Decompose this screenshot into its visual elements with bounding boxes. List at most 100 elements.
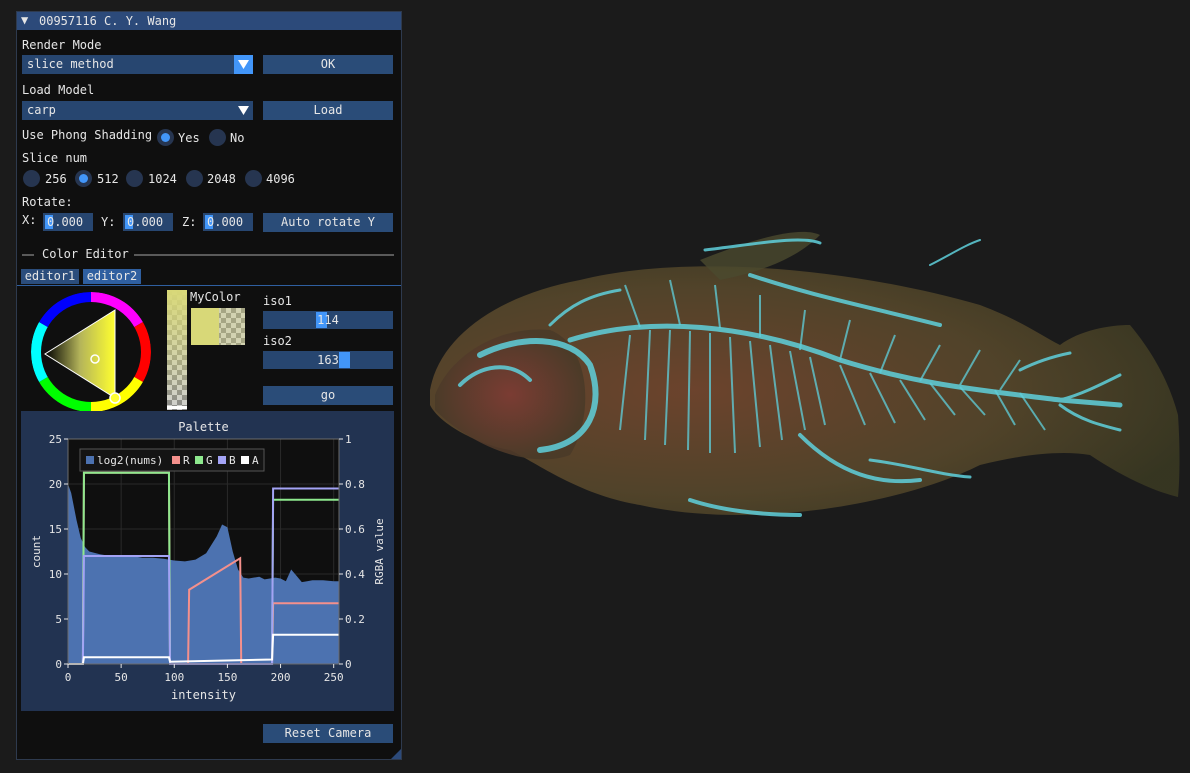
slice-label-4096: 4096 [266, 172, 295, 186]
collapse-arrow-icon[interactable]: ▼ [21, 13, 29, 27]
color-selector-handle[interactable] [90, 354, 100, 364]
phong-yes-label: Yes [178, 131, 200, 145]
y-axis-label: count [30, 535, 43, 568]
y2-axis-label: RGBA value [373, 518, 386, 584]
legend-swatch-log2(nums) [86, 456, 94, 464]
y-tick-label: 15 [49, 523, 62, 536]
legend-swatch-A [241, 456, 249, 464]
rotate-z-label: Z: [182, 215, 197, 229]
iso2-slider[interactable]: 163 [263, 351, 393, 369]
hue-selector-handle[interactable] [109, 392, 121, 404]
auto-rotate-y-button[interactable]: Auto rotate Y [263, 213, 393, 232]
volume-render-viewport[interactable] [420, 185, 1190, 530]
phong-yes-radio[interactable] [157, 129, 174, 146]
chevron-down-icon[interactable] [234, 101, 253, 120]
legend-label-B: B [229, 454, 236, 467]
slice-radio-512[interactable] [75, 170, 92, 187]
window-title: 00957116 C. Y. Wang [39, 14, 177, 28]
iso2-label: iso2 [263, 334, 292, 348]
tab-editor2[interactable]: editor2 [83, 269, 141, 284]
y-tick-label: 10 [49, 568, 62, 581]
slice-num-label: Slice num [22, 151, 88, 165]
x-tick-label: 250 [324, 671, 344, 684]
legend-swatch-G [195, 456, 203, 464]
render-mode-label: Render Mode [22, 38, 102, 52]
y-tick-label: 5 [55, 613, 62, 626]
legend-swatch-R [172, 456, 180, 464]
my-color-label: MyColor [190, 290, 241, 304]
separator-left [22, 254, 34, 256]
x-tick-label: 150 [217, 671, 237, 684]
x-axis-label: intensity [171, 688, 236, 702]
resize-grip-icon[interactable] [391, 749, 401, 759]
load-model-label: Load Model [22, 83, 95, 97]
tab-underline [17, 285, 401, 286]
color-wheel-picker[interactable] [29, 290, 153, 414]
slice-radio-2048[interactable] [186, 170, 203, 187]
chart-title: Palette [178, 420, 229, 434]
load-button[interactable]: Load [263, 101, 393, 120]
phong-no-label: No [230, 131, 245, 145]
y2-tick-label: 0 [345, 658, 352, 671]
load-model-combo[interactable]: carp [22, 101, 253, 120]
rotate-z-input[interactable]: 0.000 [203, 213, 253, 231]
rotate-x-input[interactable]: 0.000 [43, 213, 93, 231]
chevron-down-icon[interactable] [234, 55, 253, 74]
phong-label: Use Phong Shadding [22, 128, 153, 142]
color-swatch[interactable] [191, 308, 245, 345]
window-titlebar[interactable]: ▼ 00957116 C. Y. Wang [17, 12, 401, 30]
iso1-slider-grab[interactable] [316, 312, 328, 328]
rotate-x-label: X: [22, 213, 37, 227]
y-tick-label: 20 [49, 478, 62, 491]
legend-label-G: G [206, 454, 213, 467]
y2-tick-label: 0.8 [345, 478, 365, 491]
legend-label-A: A [252, 454, 259, 467]
y-tick-label: 25 [49, 433, 62, 446]
legend-label-log2(nums): log2(nums) [97, 454, 163, 467]
rotate-y-input[interactable]: 0.000 [123, 213, 173, 231]
series-area-log2-nums [68, 484, 339, 664]
alpha-bar[interactable] [167, 290, 187, 410]
fish-volume-render [430, 231, 1180, 517]
render-mode-combo[interactable]: slice method [22, 55, 253, 74]
iso1-value: 114 [317, 313, 339, 327]
phong-no-radio[interactable] [209, 129, 226, 146]
series-line-B [68, 487, 339, 665]
y2-tick-label: 0.4 [345, 568, 365, 581]
y-tick-label: 0 [55, 658, 62, 671]
x-tick-label: 50 [115, 671, 128, 684]
y2-tick-label: 1 [345, 433, 352, 446]
iso2-value: 163 [317, 353, 339, 367]
reset-camera-button[interactable]: Reset Camera [263, 724, 393, 743]
y2-tick-label: 0.6 [345, 523, 365, 536]
iso1-label: iso1 [263, 294, 292, 308]
series-line-A [68, 633, 339, 665]
palette-chart-svg: 0 50 100 150 200 250051015202500.20.40.60.81P… [30, 420, 386, 702]
legend-swatch-B [218, 456, 226, 464]
render-mode-value: slice method [27, 57, 114, 71]
rotate-y-label: Y: [101, 215, 116, 229]
go-button[interactable]: go [263, 386, 393, 405]
slice-label-2048: 2048 [207, 172, 236, 186]
slice-label-1024: 1024 [148, 172, 177, 186]
plot-frame [67, 438, 340, 665]
rotate-label: Rotate: [22, 195, 73, 209]
slice-label-256: 256 [45, 172, 67, 186]
separator-right [134, 254, 394, 256]
control-panel-window: ▼ 00957116 C. Y. Wang Render Mode slice … [16, 11, 402, 760]
y2-tick-label: 0.2 [345, 613, 365, 626]
iso1-slider[interactable]: 114 [263, 311, 393, 329]
slice-label-512: 512 [97, 172, 119, 186]
x-tick-label: 100 [164, 671, 184, 684]
x-tick-label: 200 [271, 671, 291, 684]
ok-button[interactable]: OK [263, 55, 393, 74]
load-model-value: carp [27, 103, 56, 117]
slice-radio-4096[interactable] [245, 170, 262, 187]
slice-radio-256[interactable] [23, 170, 40, 187]
legend-label-R: R [183, 454, 190, 467]
color-editor-header: Color Editor [42, 247, 129, 261]
slice-radio-1024[interactable] [126, 170, 143, 187]
iso2-slider-grab[interactable] [339, 352, 351, 368]
tab-editor1[interactable]: editor1 [21, 269, 79, 284]
palette-plot[interactable]: 0 50 100 150 200 250 0 5 10 15 20 25 0 0.2 0.4 0.6 0.8 1 P… [21, 411, 394, 711]
